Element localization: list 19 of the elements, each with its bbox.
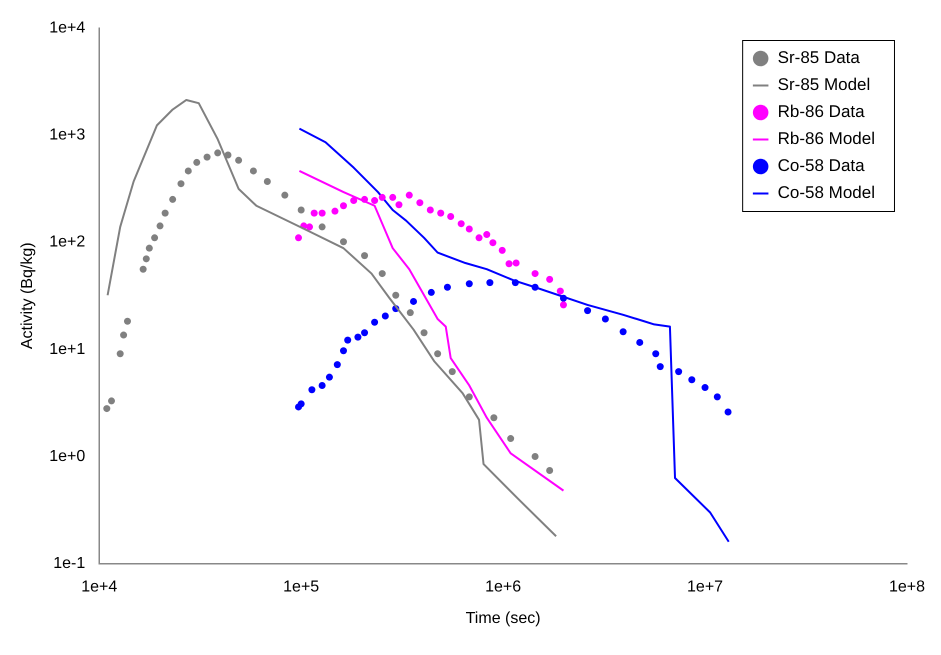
legend-label: Co-58 Data xyxy=(778,156,866,176)
y-tick-label: 1e+0 xyxy=(49,448,86,465)
x-tick-label: 1e+7 xyxy=(687,578,724,596)
legend-label: Sr-85 Model xyxy=(778,75,870,94)
x-tick-label: 1e+8 xyxy=(888,578,926,596)
y-tick-label: 1e+2 xyxy=(49,234,86,251)
legend-label: Rb-86 Model xyxy=(778,129,875,148)
y-axis-title: Activity (Bq/kg) xyxy=(19,242,36,350)
x-tick-label: 1e+5 xyxy=(283,578,320,596)
y-tick-label: 1e+3 xyxy=(49,126,86,144)
y-tick-label: 1e+4 xyxy=(49,19,86,36)
legend-label: Co-58 Model xyxy=(778,183,875,202)
x-axis-title: Time (sec) xyxy=(466,610,541,627)
x-tick-label: 1e+4 xyxy=(81,578,118,596)
legend-label: Rb-86 Data xyxy=(778,102,866,122)
y-tick-label: 1e-1 xyxy=(53,555,86,572)
legend-label: Sr-85 Data xyxy=(778,48,860,68)
x-tick-label: 1e+6 xyxy=(485,578,522,596)
y-tick-label: 1e+1 xyxy=(49,340,86,358)
